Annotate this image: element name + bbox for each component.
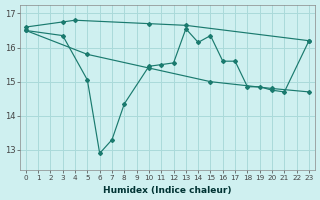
X-axis label: Humidex (Indice chaleur): Humidex (Indice chaleur) xyxy=(103,186,232,195)
